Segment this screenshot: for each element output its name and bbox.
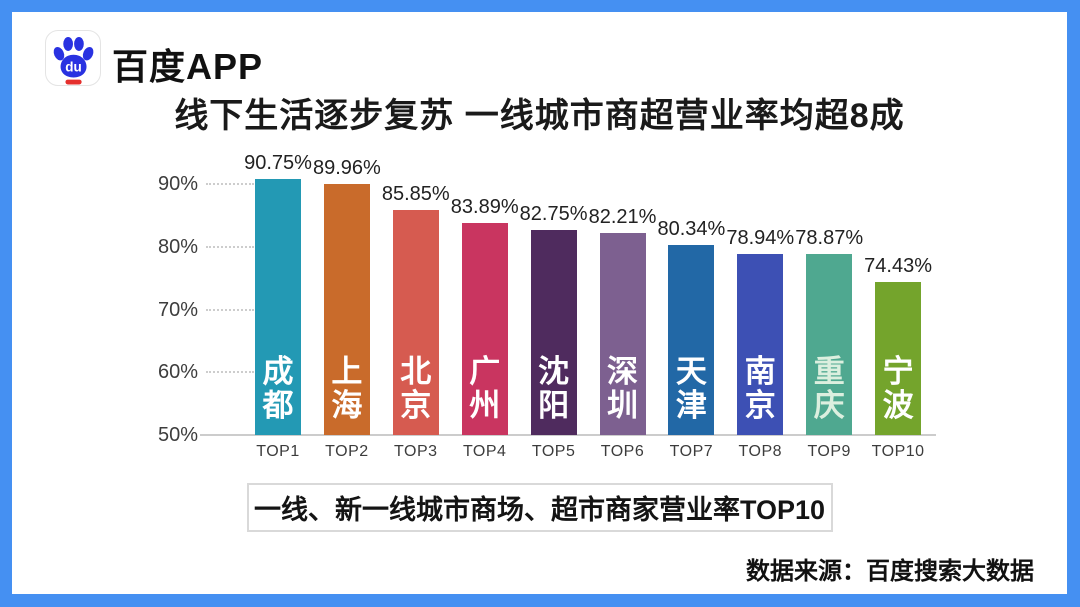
x-axis-line xyxy=(200,434,936,436)
city-character: 津 xyxy=(675,388,707,423)
bar-top4 xyxy=(461,222,508,435)
bar-rank-label: TOP8 xyxy=(738,443,783,460)
baidu-app-logo: du xyxy=(45,30,101,86)
y-axis-tick-label: 90% xyxy=(157,173,198,196)
bar-rank-label: TOP2 xyxy=(325,443,369,460)
y-axis-tick-label: 50% xyxy=(157,424,198,446)
city-character: 宁 xyxy=(882,354,914,389)
city-character: 波 xyxy=(882,388,914,423)
y-axis-tick-label: 70% xyxy=(157,298,198,321)
bar-chart: 90% 80% 70% 60% 50% 90.75% 成都 TOP1 89.96% 上海 TOP2 8… xyxy=(12,12,1067,594)
city-character: 沈 xyxy=(538,354,570,389)
bar-top3 xyxy=(392,210,439,435)
bar-rank-label: TOP9 xyxy=(807,443,851,460)
app-name: 百度APP xyxy=(112,46,264,87)
gridline-segment xyxy=(206,371,254,374)
gridline-segment xyxy=(206,245,254,248)
y-axis-tick-label: 60% xyxy=(157,361,198,384)
bar-rank-label: TOP4 xyxy=(462,443,507,460)
bar-city-label: 上海 xyxy=(324,355,370,423)
city-character: 州 xyxy=(469,388,501,423)
city-character: 圳 xyxy=(607,388,638,423)
bar-city-label: 天津 xyxy=(668,355,714,423)
bar-top7 xyxy=(668,244,715,435)
city-character: 南 xyxy=(744,354,776,389)
bar-top2 xyxy=(323,184,370,435)
city-character: 庆 xyxy=(813,388,845,423)
city-character: 深 xyxy=(607,354,638,389)
bar-rank-label: TOP3 xyxy=(394,443,438,460)
city-character: 京 xyxy=(400,388,432,423)
city-character: 重 xyxy=(813,354,845,389)
y-axis-tick-label: 80% xyxy=(157,235,198,258)
bar-rank-label: TOP5 xyxy=(531,443,576,460)
city-character: 海 xyxy=(331,388,363,423)
chart-caption: 一线、新一线城市商场、超市商家营业率TOP10 xyxy=(246,483,833,532)
bar-value-label: 82.21% xyxy=(588,206,657,229)
bar-value-label: 78.94% xyxy=(726,226,795,249)
bar-value-label: 89.96% xyxy=(312,157,381,180)
city-character: 广 xyxy=(469,354,501,389)
city-character: 天 xyxy=(675,354,707,389)
bar-value-label: 83.89% xyxy=(450,195,519,218)
bar-value-label: 74.43% xyxy=(864,254,933,277)
bar-rank-label: TOP10 xyxy=(871,443,925,460)
gridline-segment xyxy=(206,183,254,186)
bar-value-label: 82.75% xyxy=(519,202,588,225)
gridline-segment xyxy=(206,308,254,311)
city-character: 北 xyxy=(400,354,432,389)
city-character: 上 xyxy=(331,354,363,389)
bar-value-label: 80.34% xyxy=(657,217,726,240)
bar-city-label: 重庆 xyxy=(806,355,852,423)
bar-city-label: 广州 xyxy=(462,355,508,423)
bar-rank-label: TOP7 xyxy=(669,443,714,460)
bar-city-label: 南京 xyxy=(737,355,783,423)
baidu-paw-icon: du xyxy=(46,31,100,85)
bar-top6 xyxy=(599,233,646,435)
bar-value-label: 85.85% xyxy=(381,183,450,206)
bar-rank-label: TOP6 xyxy=(600,443,645,460)
bar-city-label: 成都 xyxy=(255,355,301,423)
bar-top1 xyxy=(255,179,301,435)
bar-city-label: 北京 xyxy=(393,355,439,423)
bar-top10 xyxy=(875,281,922,435)
bar-rank-label: TOP1 xyxy=(256,443,300,460)
bar-top5 xyxy=(530,229,577,435)
bar-city-label: 宁波 xyxy=(875,355,921,423)
page-title: 线下生活逐步复苏 一线城市商超营业率均超8成 xyxy=(174,97,905,135)
page-background: du 百度APP 线下生活逐步复苏 一线城市商超营业率均超8成 90% 80% 70… xyxy=(12,12,1067,594)
bar-city-label: 深圳 xyxy=(600,355,646,423)
bar-top9 xyxy=(806,253,853,435)
city-character: 成 xyxy=(262,354,294,389)
city-character: 阳 xyxy=(538,388,570,423)
city-character: 京 xyxy=(744,388,776,423)
bar-top8 xyxy=(737,253,784,435)
bar-city-label: 沈阳 xyxy=(531,355,577,423)
svg-text:du: du xyxy=(65,60,82,75)
data-source: 数据来源：百度搜索大数据 xyxy=(746,558,1034,585)
bar-value-label: 78.87% xyxy=(795,226,864,249)
bar-value-label: 90.75% xyxy=(244,152,312,175)
city-character: 都 xyxy=(262,388,294,423)
